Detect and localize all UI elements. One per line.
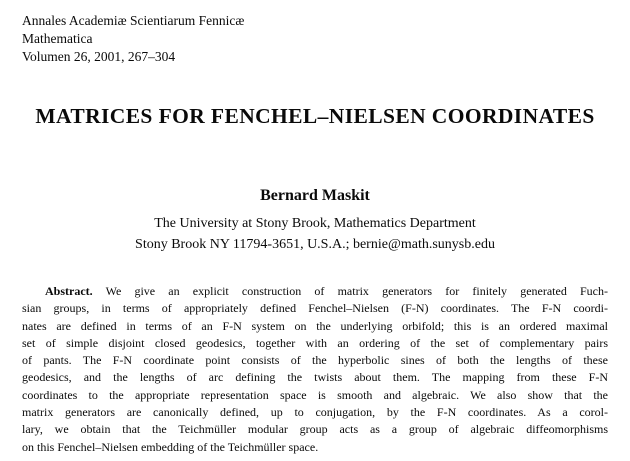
author-affiliation-line1: The University at Stony Brook, Mathemati… <box>154 216 476 231</box>
journal-name: Annales Academiæ Scientiarum Fennicæ <box>22 13 245 28</box>
abstract-label: Abstract. <box>45 284 93 298</box>
abstract-line: nates are defined in terms of an F-N sys… <box>22 318 608 333</box>
abstract-line: coordinates to the appropriate represent… <box>22 387 608 402</box>
abstract-line: set of simple disjoint closed geodesics,… <box>22 335 608 350</box>
abstract-line: sian groups, in terms of appropriately d… <box>22 301 608 316</box>
abstract-line: geodesics, and the lengths of arc defini… <box>22 370 608 385</box>
journal-volume-info: Volumen 26, 2001, 267–304 <box>22 49 176 64</box>
abstract-line: on this Fenchel–Nielsen embedding of the… <box>22 439 319 454</box>
abstract-line: Abstract. We give an explicit constructi… <box>22 283 608 300</box>
journal-series: Mathematica <box>22 31 93 46</box>
abstract-line: lary, we obtain that the Teichmüller mod… <box>22 422 608 437</box>
author-block: Bernard Maskit The University at Stony B… <box>22 186 608 255</box>
journal-header: Annales Academiæ Scientiarum Fennicæ Mat… <box>22 12 608 66</box>
abstract-section: Abstract. We give an explicit constructi… <box>22 283 608 456</box>
author-name: Bernard Maskit <box>260 187 370 204</box>
paper-title: MATRICES FOR FENCHEL–NIELSEN COORDINATES <box>35 104 595 128</box>
author-affiliation-line2: Stony Brook NY 11794-3651, U.S.A.; berni… <box>135 237 495 252</box>
abstract-line-text: We give an explicit construction of matr… <box>105 284 608 298</box>
abstract-line: matrix generators are canonically define… <box>22 405 608 420</box>
abstract-line: of pants. The F-N coordinate point consi… <box>22 353 608 368</box>
